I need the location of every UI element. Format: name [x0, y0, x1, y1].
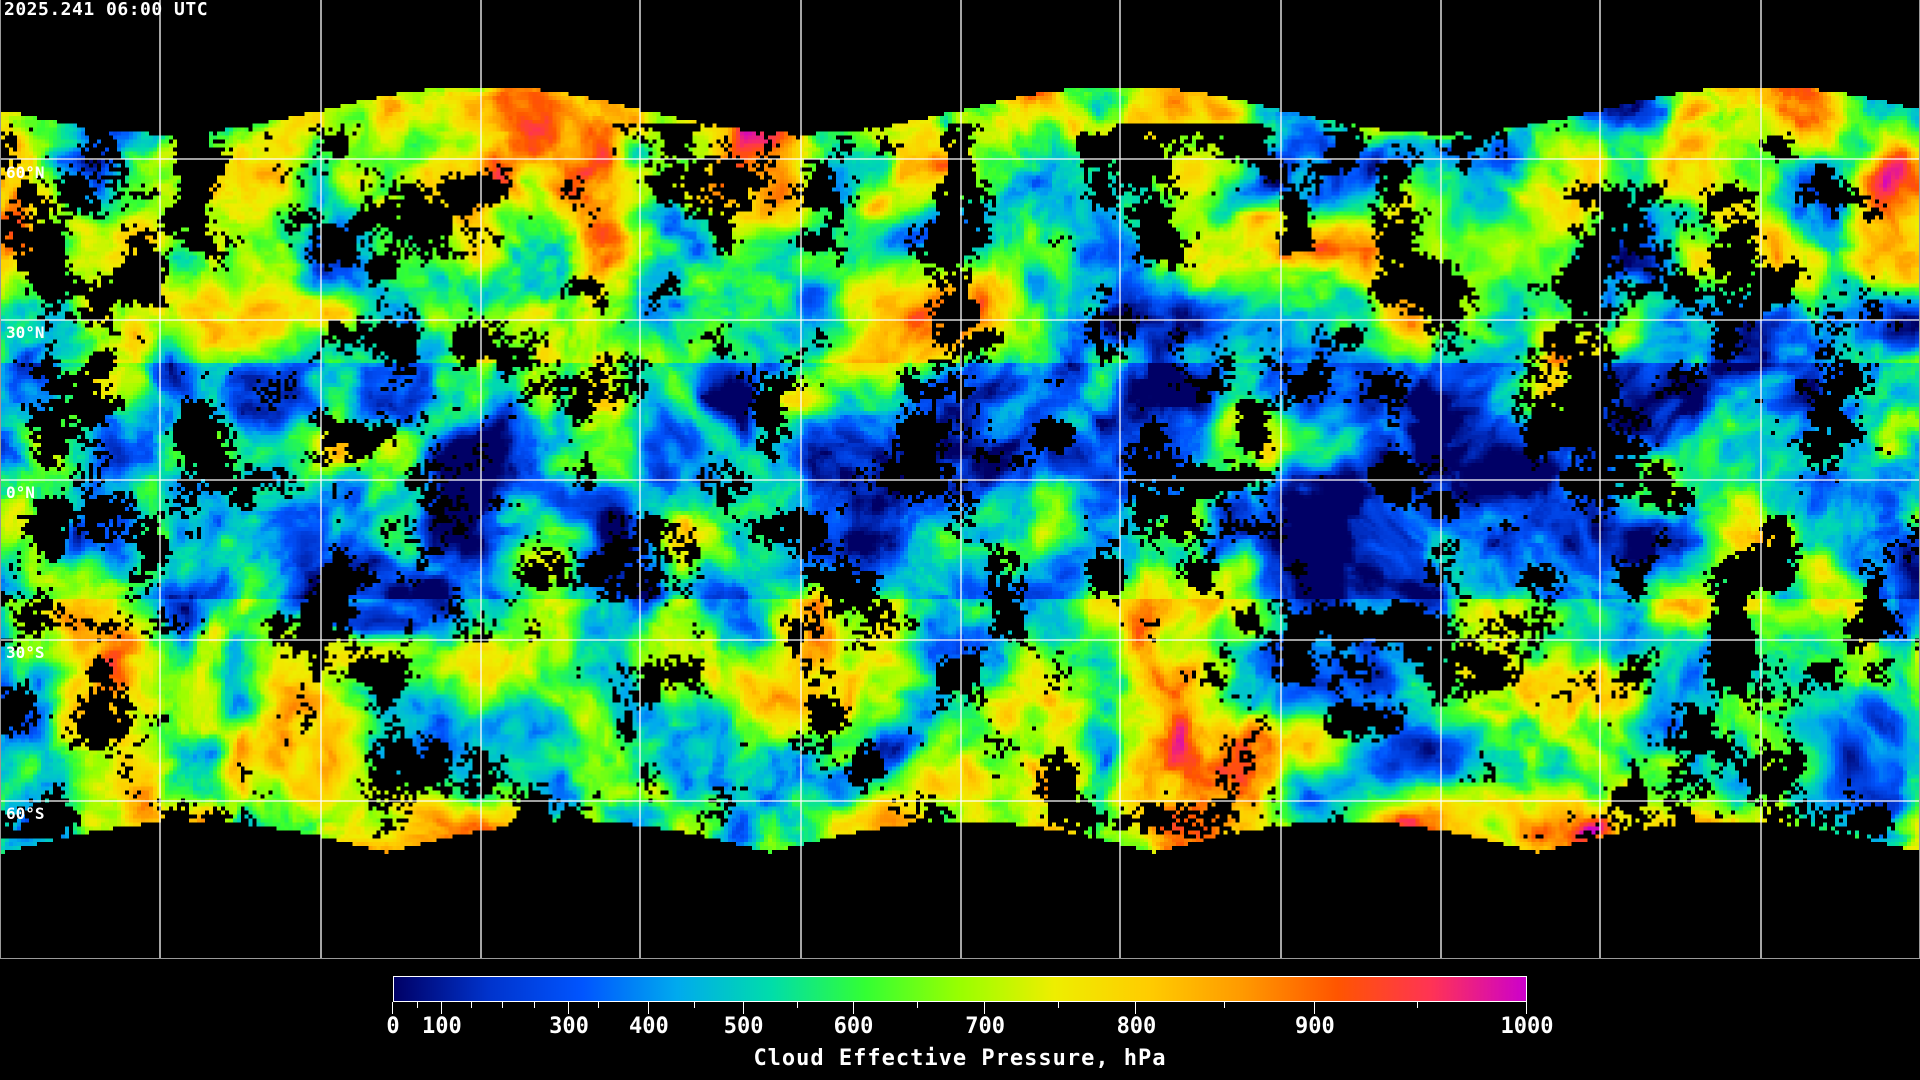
colorbar [393, 976, 1527, 1002]
colorbar-title: Cloud Effective Pressure, hPa [753, 1046, 1167, 1071]
colorbar-major-tick [647, 1002, 649, 1014]
colorbar-tick-label: 400 [628, 1014, 669, 1039]
lat-label-30n: 30°N [6, 323, 45, 342]
cloud-pressure-map: 2025.241 06:00 UTC 60°N 30°N 0°N 30°S 60… [0, 0, 1920, 959]
colorbar-tick-label: 700 [965, 1014, 1006, 1039]
lat-label-60s: 60°S [6, 804, 45, 823]
lat-label-60n: 60°N [6, 163, 45, 182]
colorbar-major-tick [440, 1002, 442, 1014]
colorbar-major-tick [567, 1002, 569, 1014]
colorbar-major-tick [1135, 1002, 1137, 1014]
lat-label-30s: 30°S [6, 643, 45, 662]
colorbar-tick-label: 900 [1294, 1014, 1335, 1039]
colorbar-tick-label: 0 [386, 1014, 400, 1039]
colorbar-tick-label: 1000 [1500, 1014, 1554, 1039]
colorbar-minor-tick [916, 1002, 918, 1008]
colorbar-major-tick [852, 1002, 854, 1014]
colorbar-major-tick [1526, 1002, 1527, 1014]
colorbar-minor-tick [1224, 1002, 1226, 1008]
colorbar-minor-tick [1057, 1002, 1059, 1008]
lat-label-0n: 0°N [6, 483, 35, 502]
colorbar-tick-label: 100 [422, 1014, 462, 1039]
colorbar-major-tick [984, 1002, 986, 1014]
timestamp: 2025.241 06:00 UTC [4, 0, 209, 20]
colorbar-minor-tick [598, 1002, 600, 1008]
colorbar-tick-label: 500 [723, 1014, 764, 1039]
colorbar-major-tick [392, 1002, 393, 1014]
colorbar-tick-label: 600 [833, 1014, 874, 1039]
colorbar-tick-label: 300 [549, 1014, 589, 1039]
colorbar-minor-tick [796, 1002, 798, 1008]
colorbar-minor-tick [416, 1002, 418, 1008]
colorbar-tick-label: 800 [1116, 1014, 1157, 1039]
colorbar-minor-tick [501, 1002, 503, 1008]
colorbar-major-tick [742, 1002, 744, 1014]
colorbar-minor-tick [533, 1002, 535, 1008]
colorbar-major-tick [1313, 1002, 1315, 1014]
colorbar-ticks [392, 1002, 1527, 1014]
colorbar-minor-tick [1417, 1002, 1418, 1008]
colorbar-minor-tick [693, 1002, 695, 1008]
colorbar-minor-tick [471, 1002, 473, 1008]
lat-lon-grid [1, 0, 1919, 958]
